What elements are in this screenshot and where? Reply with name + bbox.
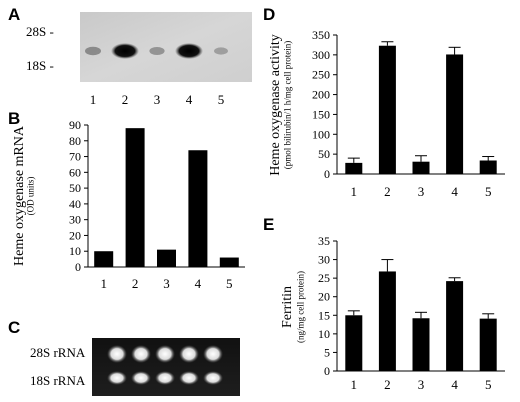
bar — [188, 150, 208, 267]
panel-c-letter: C — [8, 318, 20, 337]
rrna-18s-band — [131, 371, 151, 385]
rrna-28s-band — [107, 345, 127, 363]
rrna-28s-label: 28S rRNA — [30, 345, 86, 360]
blot-lane-label: 5 — [218, 92, 225, 107]
y-tick-label: 60 — [69, 165, 81, 179]
bar — [157, 249, 176, 267]
y-tick-label: 20 — [69, 228, 81, 242]
y-axis-label: Heme oxygenase activity — [268, 34, 283, 176]
y-tick-label: 100 — [312, 127, 330, 141]
rrna-18s-band — [107, 371, 127, 385]
x-tick-label: 2 — [384, 377, 391, 392]
blot-lane-label: 1 — [90, 92, 97, 107]
panel-e-letter: E — [263, 215, 274, 234]
bar — [219, 257, 239, 267]
bar — [446, 54, 464, 174]
y-tick-label: 40 — [69, 197, 81, 211]
x-tick-label: 3 — [418, 184, 425, 199]
y-axis-sublabel: (OD units) — [25, 177, 35, 216]
blot-bands — [85, 43, 228, 59]
bar — [378, 271, 396, 371]
rrna-28s-band — [155, 345, 175, 363]
bar — [94, 251, 114, 267]
y-axis-label: Heme oxygenase mRNA — [12, 125, 27, 266]
bar — [412, 161, 430, 174]
marker-18s-label: 18S - — [26, 58, 54, 73]
rrna-28s-band — [131, 345, 151, 363]
y-tick-label: 20 — [318, 290, 330, 304]
y-tick-label: 50 — [318, 147, 330, 161]
bar — [412, 318, 430, 371]
rrna-28s-band — [203, 345, 223, 363]
y-tick-label: 30 — [69, 213, 81, 227]
y-tick-label: 90 — [69, 118, 81, 132]
y-axis-sublabel: (pmol bilirubin/1 h/mg cell protein) — [282, 41, 292, 169]
blot-band — [214, 47, 228, 55]
y-tick-label: 0 — [324, 364, 330, 378]
x-tick-label: 1 — [351, 184, 358, 199]
rrna-18s-label: 18S rRNA — [30, 373, 86, 388]
y-tick-label: 5 — [324, 345, 330, 359]
rrna-18s-band — [203, 371, 223, 385]
x-tick-label: 5 — [226, 276, 233, 291]
y-tick-label: 200 — [312, 88, 330, 102]
y-tick-label: 50 — [69, 181, 81, 195]
x-tick-label: 2 — [132, 276, 139, 291]
blot-band — [149, 47, 165, 55]
y-tick-label: 250 — [312, 68, 330, 82]
x-tick-label: 4 — [451, 184, 458, 199]
y-tick-label: 80 — [69, 134, 81, 148]
y-tick-label: 35 — [318, 234, 330, 248]
blot-lane-label: 2 — [122, 92, 129, 107]
x-tick-label: 4 — [195, 276, 202, 291]
y-axis-label: Ferritin — [280, 286, 295, 328]
bar — [378, 45, 396, 175]
x-tick-label: 5 — [485, 377, 492, 392]
marker-28s-label: 28S - — [26, 24, 54, 39]
y-tick-label: 10 — [69, 244, 81, 258]
bar — [345, 315, 363, 371]
x-tick-label: 1 — [351, 377, 358, 392]
rrna-18s-band — [155, 371, 175, 385]
y-tick-label: 300 — [312, 48, 330, 62]
bar — [479, 318, 497, 371]
y-axis-sublabel: (ng/mg cell protein) — [295, 271, 305, 343]
panel-d-letter: D — [263, 5, 275, 24]
bar — [446, 281, 464, 371]
blot-lane-label: 3 — [154, 92, 161, 107]
blot-band — [85, 46, 101, 56]
y-tick-label: 10 — [318, 327, 330, 341]
x-tick-label: 2 — [384, 184, 391, 199]
bar — [479, 160, 497, 174]
panel-b-letter: B — [8, 109, 20, 128]
chart-ferritin: 0 5 10 15 20 25 30 35 1 2 3 4 5 Ferritin (ng/mg cell p… — [280, 234, 505, 392]
y-tick-label: 30 — [318, 253, 330, 267]
y-tick-label: 0 — [324, 167, 330, 181]
x-tick-label: 4 — [451, 377, 458, 392]
bar — [345, 162, 363, 174]
blot-lane-label: 4 — [186, 92, 193, 107]
gel-bands — [107, 345, 223, 385]
blot-membrane — [80, 12, 252, 82]
y-tick-label: 0 — [75, 260, 81, 274]
x-tick-label: 5 — [485, 184, 492, 199]
blot-band — [175, 43, 203, 59]
x-tick-label: 3 — [418, 377, 425, 392]
x-tick-label: 3 — [163, 276, 170, 291]
blot-lane-labels: 1 2 3 4 5 — [90, 92, 225, 107]
chart-heme-activity: 0 50 100 150 200 250 300 350 1 2 3 4 5 Heme oxygenase… — [268, 28, 505, 199]
y-tick-label: 25 — [318, 271, 330, 285]
bar — [125, 128, 145, 267]
y-tick-label: 15 — [318, 308, 330, 322]
panel-a-letter: A — [8, 5, 20, 24]
y-tick-label: 150 — [312, 107, 330, 121]
rrna-18s-band — [179, 371, 199, 385]
rrna-28s-band — [179, 345, 199, 363]
blot-band — [111, 43, 139, 59]
x-tick-label: 1 — [100, 276, 107, 291]
y-tick-label: 70 — [69, 150, 81, 164]
y-tick-label: 350 — [312, 28, 330, 42]
